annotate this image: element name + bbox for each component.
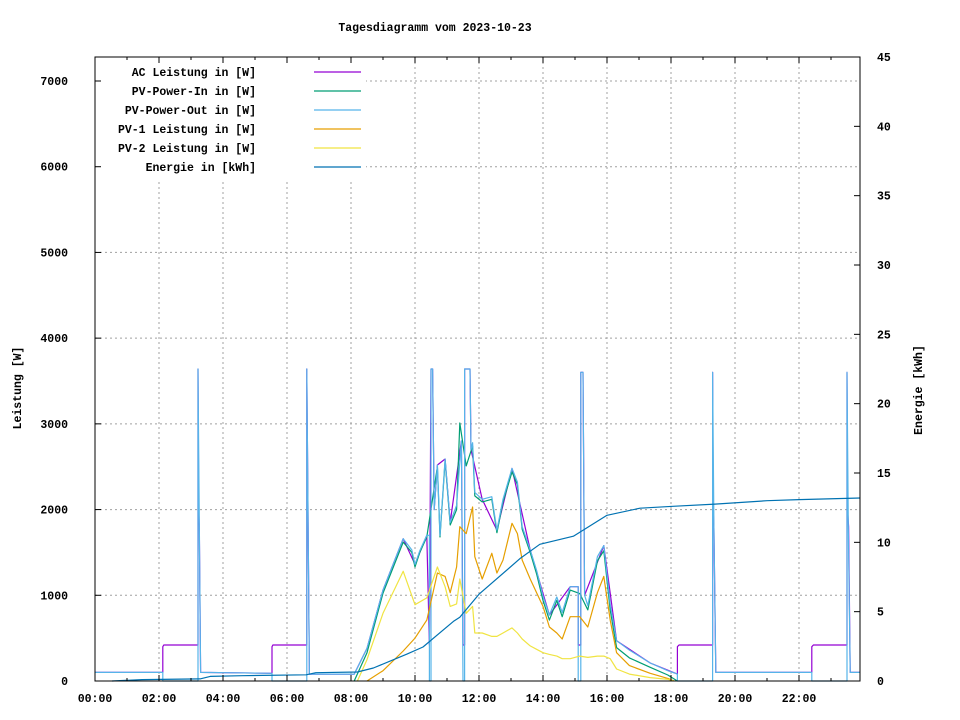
y2-tick-label: 40 <box>877 121 891 134</box>
y2-axis-label: Energie [kWh] <box>913 345 926 435</box>
y-tick-label: 5000 <box>40 247 68 260</box>
y2-tick-label: 0 <box>877 676 884 689</box>
series-line-2 <box>353 422 678 682</box>
series-group <box>95 368 861 682</box>
y2-tick-label: 10 <box>877 537 891 550</box>
legend-label: PV-Power-In in [W] <box>132 86 256 99</box>
x-tick-label: 08:00 <box>334 693 369 706</box>
legend-label: AC Leistung in [W] <box>132 67 256 80</box>
x-tick-label: 18:00 <box>654 693 689 706</box>
x-tick-label: 10:00 <box>398 693 433 706</box>
legend-label: PV-1 Leistung in [W] <box>118 124 256 137</box>
y2-tick-label: 20 <box>877 399 891 412</box>
legend-background <box>96 58 366 182</box>
x-tick-label: 02:00 <box>142 693 177 706</box>
y-tick-label: 0 <box>61 676 68 689</box>
legend-label: PV-2 Leistung in [W] <box>118 143 256 156</box>
y2-tick-label: 5 <box>877 607 884 620</box>
x-tick-label: 04:00 <box>206 693 241 706</box>
chart-title: Tagesdiagramm vom 2023-10-23 <box>338 22 531 35</box>
y2-tick-label: 25 <box>877 329 891 342</box>
x-tick-label: 12:00 <box>462 693 497 706</box>
legend-label: Energie in [kWh] <box>146 162 256 175</box>
series-line-4 <box>366 506 675 682</box>
x-tick-label: 22:00 <box>782 693 817 706</box>
series-line-3 <box>95 368 861 682</box>
y-tick-label: 3000 <box>40 419 68 432</box>
y2-tick-label: 30 <box>877 260 891 273</box>
x-tick-label: 00:00 <box>78 693 113 706</box>
y-tick-label: 4000 <box>40 333 68 346</box>
plot-border <box>94 56 861 682</box>
y2-tick-label: 15 <box>877 468 891 481</box>
y-tick-label: 7000 <box>40 76 68 89</box>
x-tick-label: 16:00 <box>590 693 625 706</box>
x-tick-label: 20:00 <box>718 693 753 706</box>
y-tick-label: 1000 <box>40 590 68 603</box>
y-tick-label: 6000 <box>40 162 68 175</box>
legend-label: PV-Power-Out in [W] <box>125 105 256 118</box>
series-line-1 <box>95 368 861 675</box>
x-tick-label: 14:00 <box>526 693 561 706</box>
axes: 00:00 02:00 04:00 06:00 08:00 10:00 12:00 14:00… <box>40 52 891 706</box>
series-line-6 <box>111 497 861 682</box>
y2-tick-label: 35 <box>877 191 891 204</box>
series-line-5 <box>356 566 675 682</box>
legend: AC Leistung in [W] PV-Power-In in [W] PV-P… <box>96 58 366 182</box>
y-tick-label: 2000 <box>40 505 68 518</box>
y-axis-label: Leistung [W] <box>12 347 25 430</box>
x-tick-label: 06:00 <box>270 693 305 706</box>
y2-tick-label: 45 <box>877 52 891 65</box>
